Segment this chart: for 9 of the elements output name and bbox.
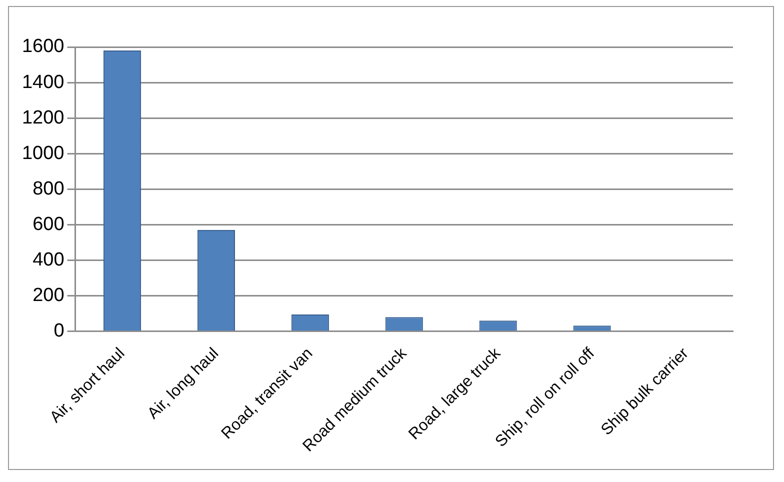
y-tick-label: 1000 bbox=[22, 142, 64, 164]
y-tick-label: 600 bbox=[32, 214, 64, 235]
y-tick-label: 200 bbox=[32, 285, 64, 306]
y-tick-label: 1600 bbox=[22, 36, 64, 58]
y-tick-label: 800 bbox=[32, 178, 64, 200]
y-tick-label: 0 bbox=[54, 320, 64, 342]
y-tick-label: 1200 bbox=[22, 107, 64, 128]
y-tick-label: 1400 bbox=[22, 72, 64, 93]
y-tick-label: 400 bbox=[32, 249, 64, 270]
